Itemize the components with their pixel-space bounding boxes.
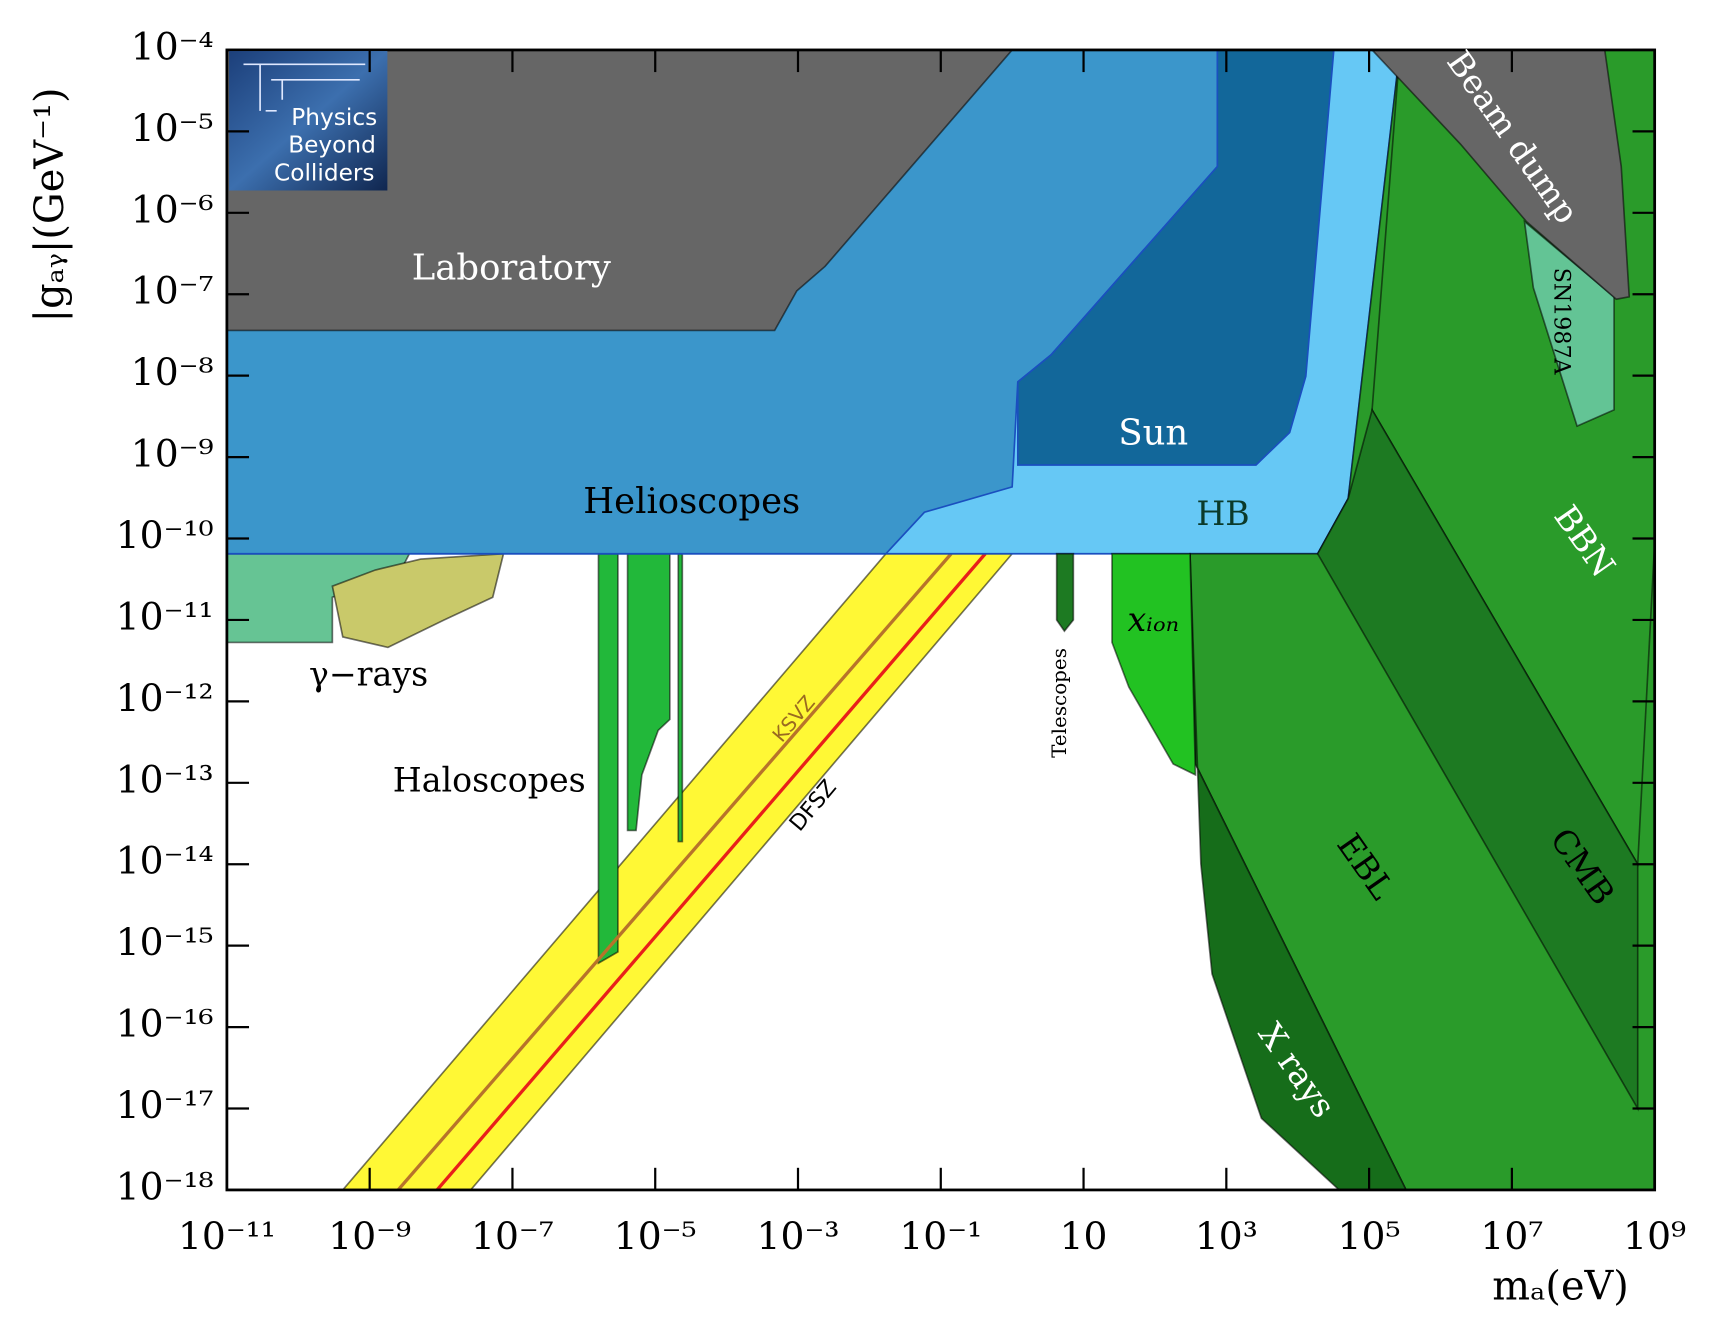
region-label: Helioscopes [583,481,800,522]
logo-text: Physics [291,104,377,131]
y-tick-label: 10⁻¹⁵ [116,920,214,964]
y-tick-label: 10⁻¹⁰ [116,513,214,557]
region-label: Telescopes [1048,648,1071,758]
region [1370,49,1631,301]
y-tick-label: 10⁻⁶ [131,187,214,231]
logo-circuit [243,63,366,112]
logo-background [229,51,388,191]
x-tick-label: 10⁹ [1623,1214,1686,1258]
y-tick-label: 10⁻¹⁸ [116,1164,214,1208]
x-axis-label: mₐ(eV) [1492,1264,1629,1310]
region [597,552,619,965]
region [677,552,684,843]
region [1055,552,1075,633]
y-tick-label: 10⁻¹⁷ [116,1083,214,1127]
y-tick-label: 10⁻⁹ [131,432,214,476]
plot-area [226,49,1656,1192]
model-line [396,552,953,1192]
region [1189,553,1408,1191]
region-label: Haloscopes [393,761,586,800]
x-tick-label: 10⁻¹ [899,1214,982,1258]
x-tick-label: 10⁻⁹ [328,1214,411,1258]
y-tick-label: 10⁻⁸ [131,350,214,394]
region-label: xᵢₒₙ [1127,600,1179,639]
region-label: Sun [1118,413,1188,454]
y-tick-label: 10⁻¹⁴ [116,839,214,883]
y-tick-label: 10⁻¹¹ [116,594,214,638]
x-tick-label: 10⁵ [1338,1214,1401,1258]
x-tick-label: 10⁻⁵ [614,1214,697,1258]
y-tick-label: 10⁻⁴ [131,24,214,68]
y-tick-label: 10⁻⁵ [131,106,214,150]
x-tick-label: 10⁻⁷ [471,1214,554,1258]
x-tick-label: 10⁷ [1480,1214,1543,1258]
model-line [435,552,987,1192]
logo-text: Beyond [288,132,376,159]
x-tick-label: 10 [1060,1214,1108,1258]
y-axis-label: |gₐᵧ|(GeV⁻¹) [27,87,73,322]
region [1111,552,1197,777]
logo-text: Colliders [274,159,375,186]
y-tick-label: 10⁻⁷ [131,269,214,313]
region-label: SN1987A [1549,268,1575,376]
region-label: γ−rays [309,654,428,693]
y-tick-label: 10⁻¹⁶ [116,1002,214,1046]
x-tick-label: 10⁻³ [757,1214,840,1258]
region-label: HB [1196,494,1249,533]
x-tick-label: 10⁻¹¹ [178,1214,276,1258]
region [1316,407,1639,1112]
y-tick-label: 10⁻¹² [116,676,214,720]
x-tick-label: 10³ [1195,1214,1258,1258]
y-tick-label: 10⁻¹³ [116,757,214,801]
region-label: Laboratory [412,248,611,289]
region [626,552,671,832]
logo: Physics Beyond Colliders [229,51,388,191]
region [331,552,505,649]
